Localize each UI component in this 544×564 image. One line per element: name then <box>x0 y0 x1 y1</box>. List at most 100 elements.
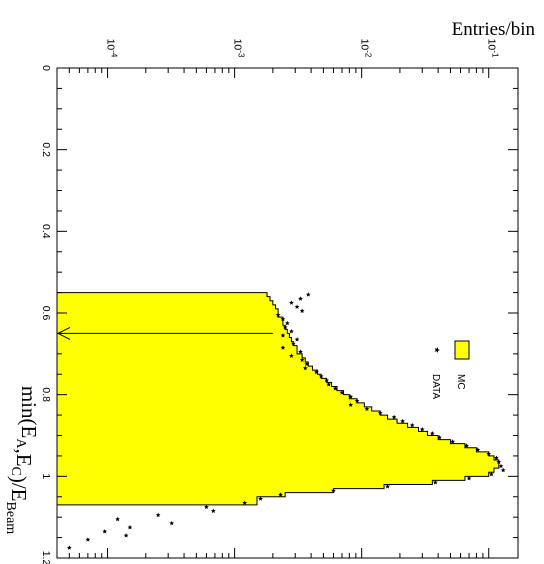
x-tick-label: 0.4 <box>40 224 52 239</box>
mc-bin <box>57 353 303 359</box>
plot-layer <box>56 292 506 550</box>
data-point <box>400 418 405 424</box>
data-point <box>290 341 296 346</box>
data-point <box>280 332 286 338</box>
data-point <box>498 463 504 469</box>
mc-bin <box>57 333 290 338</box>
x-tick-label: 0 <box>40 65 52 71</box>
y-tick-base: 10 <box>486 39 498 51</box>
mc-bin <box>57 480 433 485</box>
mc-bin <box>57 419 398 424</box>
mc-bin <box>57 455 494 461</box>
ticks-layer: 00.20.40.60.811.210-410-310-210-1 <box>40 39 518 564</box>
y-tick-exp: -3 <box>237 50 246 58</box>
legend: MC DATA <box>430 340 470 400</box>
data-point <box>299 357 305 362</box>
mc-bin <box>57 427 419 432</box>
x-axis-title: min(EA,EC)/EBeam <box>3 386 41 534</box>
data-point <box>298 296 303 301</box>
data-point <box>486 451 492 456</box>
data-point <box>66 545 72 550</box>
data-point <box>496 459 502 465</box>
legend-mc-swatch <box>454 340 470 360</box>
mc-bin <box>57 313 279 318</box>
data-point <box>332 386 338 391</box>
mc-bin <box>57 370 318 375</box>
data-point <box>275 312 281 318</box>
mc-bin <box>57 382 332 387</box>
mc-bin <box>57 488 334 493</box>
x-tick-label: 0.8 <box>40 387 52 402</box>
data-point <box>409 422 415 428</box>
x-axis-title-part: ,E <box>12 448 36 466</box>
mc-bin <box>57 345 298 351</box>
x-axis-title-subscript: A <box>13 438 28 449</box>
mc-bin <box>57 468 494 473</box>
mc-bin <box>57 337 292 342</box>
mc-bin <box>57 394 350 400</box>
mc-bin <box>57 366 313 371</box>
data-point <box>102 528 108 534</box>
y-axis-title: Entries/bin <box>452 19 536 40</box>
legend-data-label: DATA <box>430 374 441 400</box>
mc-outline <box>56 292 500 514</box>
x-tick-label: 1.2 <box>40 551 52 564</box>
mc-bin <box>57 423 408 428</box>
mc-bin <box>57 484 385 489</box>
data-point <box>204 504 209 509</box>
mc-bin <box>57 402 365 408</box>
mc-bin <box>57 325 286 330</box>
data-point <box>284 320 290 326</box>
y-tick-exp: -2 <box>364 50 373 58</box>
mc-bin <box>57 435 439 440</box>
data-point <box>278 492 283 497</box>
mc-bin <box>57 492 286 498</box>
x-tick-label: 0.6 <box>40 306 52 321</box>
data-point <box>318 373 324 379</box>
x-axis-title-subscript: Beam <box>3 502 18 535</box>
data-point <box>280 345 286 350</box>
x-axis-title-text: min(EA,EC)/EBeam <box>3 386 41 534</box>
y-tick-base: 10 <box>359 39 371 51</box>
mc-bin <box>57 496 257 502</box>
mc-bin <box>57 500 257 506</box>
data-point <box>419 426 425 432</box>
data-point <box>289 353 294 358</box>
mc-bin <box>57 304 276 310</box>
data-point <box>437 435 442 440</box>
data-point <box>127 524 133 530</box>
mc-bin <box>57 349 298 355</box>
y-tick-label: 10-1 <box>486 39 500 58</box>
data-point <box>348 394 354 399</box>
data-point <box>299 308 305 313</box>
legend-mc-label: MC <box>455 374 466 390</box>
x-tick-label: 1 <box>40 473 52 479</box>
mc-bin <box>57 406 372 412</box>
mc-bin <box>57 296 271 302</box>
x-axis-title-part: )/E <box>7 476 31 502</box>
data-point <box>155 512 161 518</box>
mc-bin <box>57 460 499 465</box>
data-point <box>489 471 494 477</box>
mc-bin <box>57 443 465 449</box>
data-point <box>385 484 390 489</box>
data-point <box>377 410 383 416</box>
data-point <box>289 300 294 305</box>
mc-bin <box>57 398 358 404</box>
data-point <box>324 377 330 383</box>
mc-bin <box>57 476 465 481</box>
mc-bin <box>57 439 451 444</box>
mc-bin <box>57 329 288 334</box>
data-point <box>432 479 438 485</box>
data-point <box>123 533 129 538</box>
data-point <box>464 443 469 448</box>
y-tick-label: 10-2 <box>359 39 373 58</box>
mc-bin <box>57 308 279 314</box>
x-tick-label: 0.2 <box>40 142 52 157</box>
data-point <box>348 402 354 407</box>
data-point <box>326 381 332 387</box>
mc-bin <box>57 300 273 306</box>
data-point <box>258 496 263 501</box>
x-axis-title-subscript: C <box>8 467 23 476</box>
